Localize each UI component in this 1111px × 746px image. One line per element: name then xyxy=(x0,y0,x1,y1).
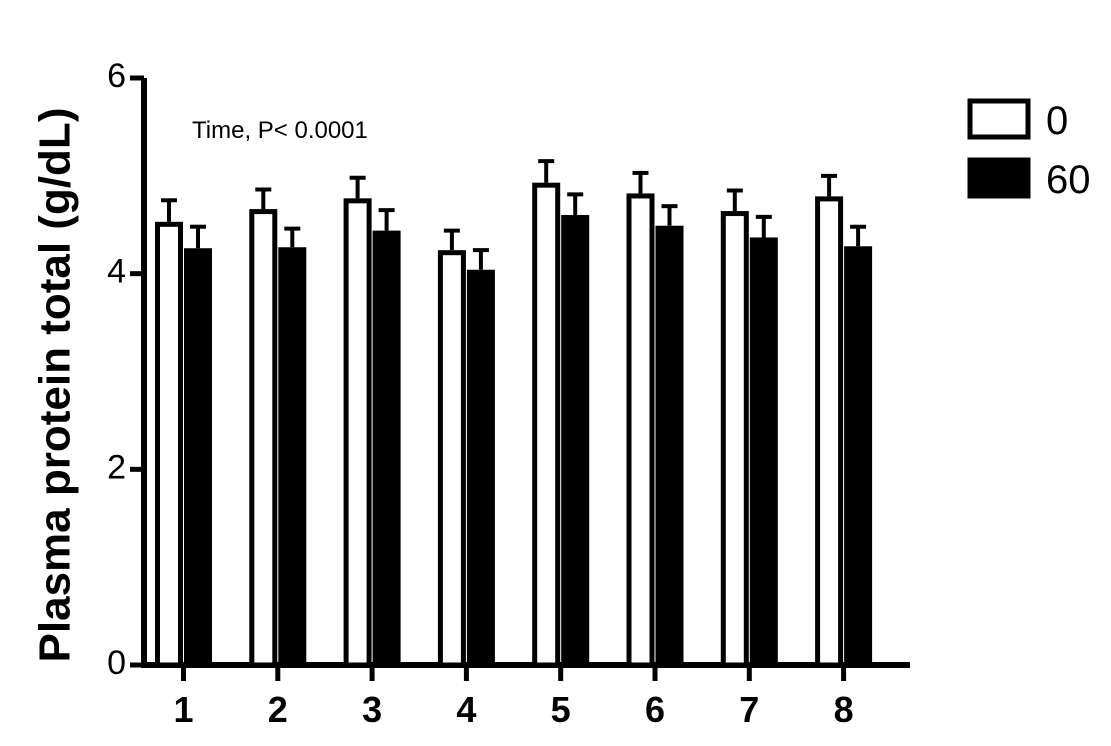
x-tick-label: 3 xyxy=(362,689,382,730)
axes: 0 2 4 6 1 2 3 4 5 6 7 8 xyxy=(107,57,910,730)
x-tick-label: 2 xyxy=(268,689,288,730)
bar-series-0 xyxy=(155,221,183,668)
y-tick-label: 0 xyxy=(107,644,126,682)
bars xyxy=(155,159,873,668)
bar-series-0 xyxy=(815,196,844,668)
x-tick-label: 1 xyxy=(173,689,193,730)
significance-annotation: Time, P< 0.0001 xyxy=(192,117,368,144)
x-tick-label: 6 xyxy=(645,689,665,730)
bar-series-0 xyxy=(249,209,278,668)
x-tick-label: 5 xyxy=(551,689,571,730)
bar-series-60 xyxy=(466,269,495,668)
bar-series-60 xyxy=(372,230,401,668)
y-tick-label: 4 xyxy=(107,253,126,291)
y-tick-label: 2 xyxy=(107,448,126,486)
x-tick-label: 4 xyxy=(456,689,476,730)
bar-series-0 xyxy=(437,250,466,668)
x-tick-label: 7 xyxy=(739,689,759,730)
bar-series-60 xyxy=(844,246,873,668)
bar-series-0 xyxy=(343,198,372,668)
legend-swatch-0 xyxy=(967,98,1031,140)
y-axis-title-group: Plasma protein total (g/dL) xyxy=(31,108,80,663)
bar-series-0 xyxy=(626,193,655,668)
x-tick-label: 8 xyxy=(834,689,854,730)
legend: 060 xyxy=(967,98,1091,202)
bar-series-60 xyxy=(655,225,684,668)
y-axis-title: Plasma protein total (g/dL) xyxy=(31,108,80,663)
legend-swatch-60 xyxy=(967,157,1031,199)
bar-series-0 xyxy=(720,211,749,668)
bar-series-60 xyxy=(749,237,778,668)
y-tick-label: 6 xyxy=(107,57,126,95)
bar-series-0 xyxy=(532,182,561,668)
legend-label-0: 0 xyxy=(1046,99,1068,143)
bar-series-60 xyxy=(278,247,307,668)
bar-series-60 xyxy=(184,248,212,668)
bar-series-60 xyxy=(561,214,590,668)
legend-label-60: 60 xyxy=(1046,158,1091,202)
